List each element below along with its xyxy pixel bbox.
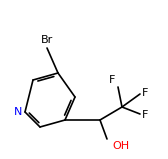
Text: F: F [109, 75, 115, 85]
Text: Br: Br [41, 35, 53, 45]
Text: F: F [142, 88, 148, 98]
Text: N: N [14, 107, 22, 117]
Text: OH: OH [112, 141, 129, 151]
Text: F: F [142, 110, 148, 120]
